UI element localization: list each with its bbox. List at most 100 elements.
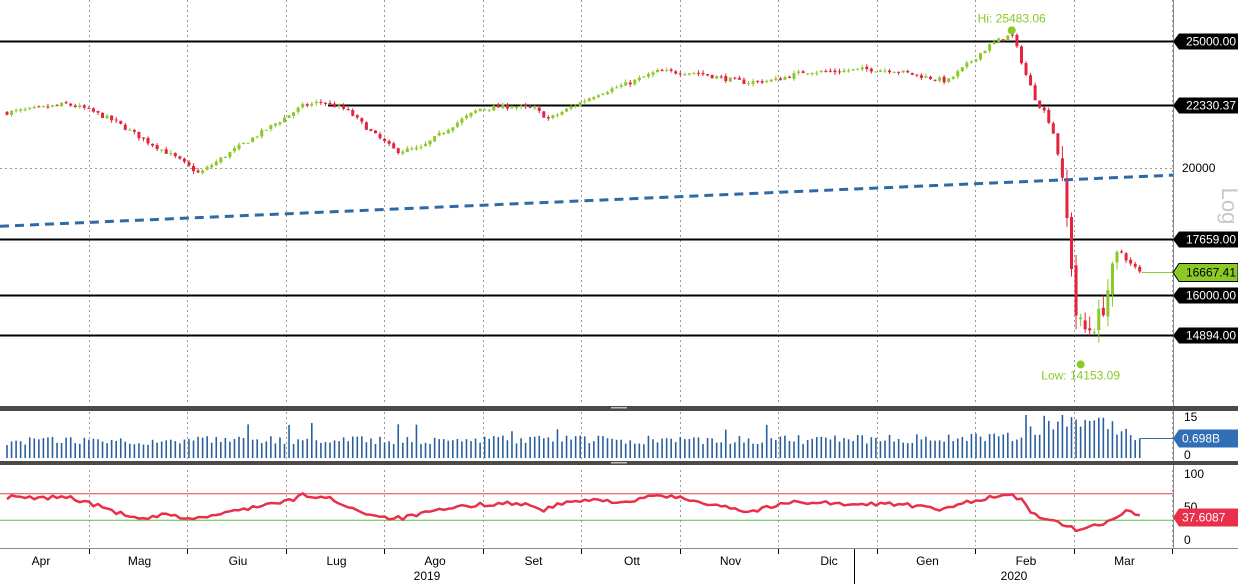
- candle: [537, 105, 541, 114]
- candle-body: [960, 67, 964, 72]
- candle: [446, 128, 450, 134]
- candle: [119, 120, 123, 125]
- candle-body: [424, 143, 428, 147]
- candle-body: [947, 78, 951, 82]
- candle-body: [360, 118, 364, 122]
- candle-body: [28, 107, 32, 109]
- candle-body: [1015, 34, 1019, 47]
- candle-body: [91, 108, 95, 112]
- candle: [897, 71, 901, 76]
- candle: [105, 113, 109, 119]
- candle-body: [392, 143, 396, 149]
- candle-body: [396, 148, 400, 154]
- candle: [187, 160, 191, 167]
- candle: [32, 105, 36, 109]
- candle: [710, 74, 714, 79]
- candle-body: [201, 170, 205, 174]
- candle: [951, 76, 955, 80]
- candle: [223, 156, 227, 158]
- candle-body: [815, 72, 819, 74]
- candle-body: [969, 61, 973, 63]
- candle-body: [251, 137, 255, 143]
- candle: [678, 71, 682, 77]
- candle-body: [73, 105, 77, 108]
- log-scale-label[interactable]: Log: [1217, 188, 1238, 225]
- candle: [114, 117, 118, 123]
- candle-body: [414, 147, 418, 150]
- candle-body: [178, 156, 182, 159]
- candle-body: [701, 72, 705, 75]
- candle: [346, 107, 350, 111]
- candle: [273, 122, 277, 128]
- candle: [519, 104, 523, 110]
- candle: [442, 131, 446, 136]
- last-price-label: 16667.41: [1186, 266, 1236, 280]
- candle: [674, 70, 678, 75]
- rsi-value-label: 37.6087: [1182, 511, 1226, 525]
- candle: [997, 37, 1001, 43]
- candle-body: [64, 102, 68, 104]
- candle: [110, 115, 114, 123]
- candle-body: [55, 105, 59, 107]
- candle: [414, 144, 418, 151]
- candle-body: [128, 129, 132, 131]
- candle: [1015, 33, 1019, 48]
- candle: [210, 163, 214, 169]
- candle: [860, 64, 864, 72]
- level-badge: [1173, 287, 1238, 304]
- candle: [360, 117, 364, 125]
- candle: [615, 85, 619, 89]
- candle: [838, 68, 842, 75]
- level-badge: [1173, 231, 1238, 248]
- candle: [78, 103, 82, 109]
- candle-body: [742, 79, 746, 84]
- month-label: Mar: [1114, 554, 1135, 568]
- candle: [405, 145, 409, 153]
- candle: [851, 69, 855, 72]
- candle-body: [551, 115, 555, 118]
- candle: [123, 122, 127, 131]
- candle-body: [637, 77, 641, 81]
- candle-body: [228, 151, 232, 158]
- candle: [137, 131, 141, 141]
- candle: [1051, 121, 1055, 134]
- candle: [55, 103, 59, 107]
- candle: [774, 75, 778, 82]
- candle-body: [328, 102, 332, 104]
- candle: [628, 80, 632, 87]
- panel-dividers[interactable]: [0, 406, 1238, 465]
- support-resistance-levels: [0, 40, 1173, 337]
- candle: [460, 117, 464, 126]
- candle: [624, 79, 628, 86]
- candle-body: [378, 134, 382, 139]
- candle: [910, 72, 914, 76]
- candle-body: [847, 70, 851, 72]
- candle-body: [555, 114, 559, 116]
- candle-body: [842, 70, 846, 73]
- candle-body: [119, 120, 123, 124]
- candle-body: [756, 80, 760, 82]
- candle: [769, 79, 773, 83]
- candle-body: [455, 122, 459, 127]
- candle: [1083, 312, 1087, 333]
- candle: [1033, 82, 1037, 101]
- candle: [733, 76, 737, 80]
- resize-handle: [611, 407, 627, 409]
- candle: [546, 115, 550, 121]
- candle-body: [692, 72, 696, 74]
- month-label: Feb: [1016, 554, 1037, 568]
- candle-body: [501, 104, 505, 109]
- candle: [569, 104, 573, 111]
- high-marker: [1007, 26, 1016, 35]
- candle-body: [496, 105, 500, 108]
- candle: [919, 73, 923, 80]
- candle-body: [710, 74, 714, 79]
- candle-body: [10, 110, 14, 115]
- candle: [433, 135, 437, 143]
- candle-body: [469, 112, 473, 117]
- candle-body: [787, 76, 791, 78]
- candle-body: [956, 71, 960, 77]
- candle: [455, 120, 459, 129]
- candle: [1088, 316, 1092, 336]
